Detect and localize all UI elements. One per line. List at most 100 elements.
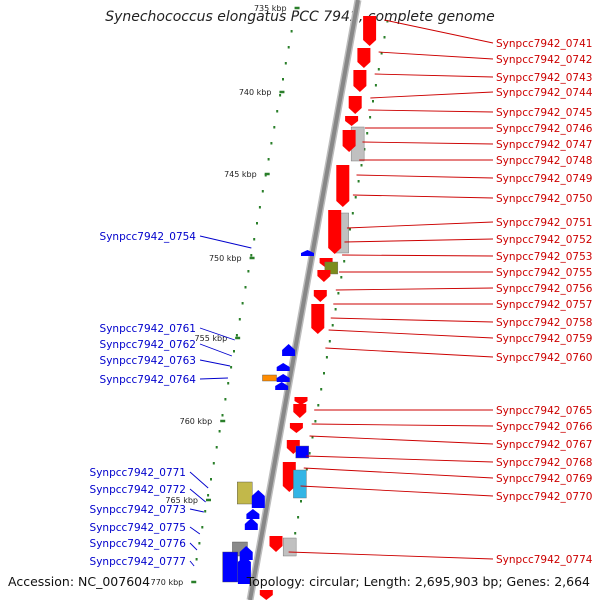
gene-label-leader [328,329,494,339]
guide-dot-inner [198,542,201,545]
reverse-gene-label: Synpcc7942_0763 [100,355,196,367]
gene-feature [295,445,309,459]
guide-dot-inner [210,478,212,481]
gene-label-leader [362,141,494,145]
forward-cds-arrow [348,96,362,114]
forward-gene-label: Synpcc7942_0765 [496,405,592,417]
guide-dot-inner [241,302,244,305]
reverse-gene-label: Synpcc7942_0762 [100,339,196,351]
guide-dot-outer [331,324,334,327]
reverse-gene-label: Synpcc7942_0776 [90,538,187,550]
scale-label: 735 kbp [254,4,287,13]
gene-label-leader [199,343,233,357]
guide-dot-outer [305,468,308,471]
gene-label-leader [199,235,252,249]
guide-dot-inner [256,222,258,225]
scale-label: 745 kbp [224,170,257,179]
guide-dot-outer [372,100,374,103]
forward-cds-arrow [363,16,377,46]
reverse-cds-arrow [237,556,251,584]
gene-label-leader [352,194,494,199]
guide-dot-inner [204,510,207,513]
reverse-gene-label: Synpcc7942_0777 [90,556,186,568]
map-title: Synechococcus elongatus PCC 7942, comple… [105,9,495,25]
gene-label-leader [368,109,494,113]
misc-feature [293,469,307,499]
forward-cds-arrow [353,70,367,92]
forward-gene-label: Synpcc7942_0758 [496,317,592,329]
gene-feature [282,537,297,557]
guide-dot-outer [328,340,331,343]
scale-label: 760 kbp [180,417,213,426]
forward-gene-label: Synpcc7942_0745 [496,107,592,119]
gene-label-leader [199,327,235,341]
guide-dot-inner [284,62,287,65]
scale-label: 770 kbp [151,578,184,587]
guide-dot-outer [366,132,369,135]
guide-dot-outer [320,388,323,391]
guide-dot-inner [218,430,221,433]
guide-dot-inner [195,558,198,561]
guide-dot-outer [354,196,357,199]
forward-gene-label: Synpcc7942_0769 [496,473,592,485]
forward-gene-label: Synpcc7942_0759 [496,333,592,345]
guide-dot-inner [221,414,224,417]
reverse-gene-label: Synpcc7942_0775 [90,522,186,534]
gene-label-leader [346,221,494,229]
reverse-gene-label: Synpcc7942_0772 [90,484,186,496]
guide-dot-outer [340,276,343,279]
guide-dot-inner [261,190,264,193]
guide-dot-inner [267,158,270,161]
guide-dot-outer [383,36,386,39]
guide-dot-inner [201,526,204,529]
guide-dot-inner [287,46,290,49]
forward-gene-label: Synpcc7942_0746 [496,123,593,135]
forward-cds-arrow [345,116,359,126]
guide-dot-inner [224,398,227,401]
guide-dot-outer [294,532,297,535]
gene-label-leader [384,19,494,44]
reverse-cds-arrow [251,490,265,508]
forward-gene-label: Synpcc7942_0753 [496,251,592,263]
guide-dot-inner [235,334,238,337]
forward-gene-label: Synpcc7942_0770 [496,491,592,503]
guide-dot-outer [363,148,366,151]
guide-dot-outer [380,52,383,55]
guide-dot-inner [238,318,241,321]
guide-dot-inner [207,494,210,497]
guide-dot-inner [279,94,282,97]
gene-label-leader [309,435,494,445]
gene-label-leader [344,238,494,243]
forward-gene-label: Synpcc7942_0750 [496,193,592,205]
guide-dot-outer [374,84,377,87]
forward-gene-label: Synpcc7942_0743 [496,72,592,84]
guide-dot-inner [215,446,218,449]
gene-label-leader [288,551,494,560]
guide-dot-outer [334,308,337,311]
guide-dot-outer [317,404,320,407]
gene-label-leader [189,488,206,503]
guide-dot-inner [247,270,250,273]
gene-label-leader [356,174,494,179]
reverse-gene-label: Synpcc7942_0761 [100,323,196,335]
guide-dot-outer [311,436,314,439]
guide-dot-inner [290,30,293,33]
genome-summary: Topology: circular; Length: 2,695,903 bp… [246,574,590,589]
guide-dot-inner [276,110,279,113]
gene-label-leader [374,73,494,78]
guide-dot-outer [386,20,389,23]
guide-dot-outer [325,356,328,359]
gene-label-leader [311,423,494,427]
gene-label-leader [199,359,231,367]
gene-label-leader [305,455,494,463]
forward-cds-arrow [328,210,342,254]
scale-label: 750 kbp [209,254,242,263]
gene-label-leader [335,287,494,291]
gene-label-leader [189,560,195,567]
reverse-cds-arrow [301,250,314,256]
forward-gene-label: Synpcc7942_0749 [496,173,592,185]
forward-cds-arrow [311,304,325,334]
reverse-gene-label: Synpcc7942_0754 [100,231,197,243]
forward-cds-arrow [269,536,283,552]
